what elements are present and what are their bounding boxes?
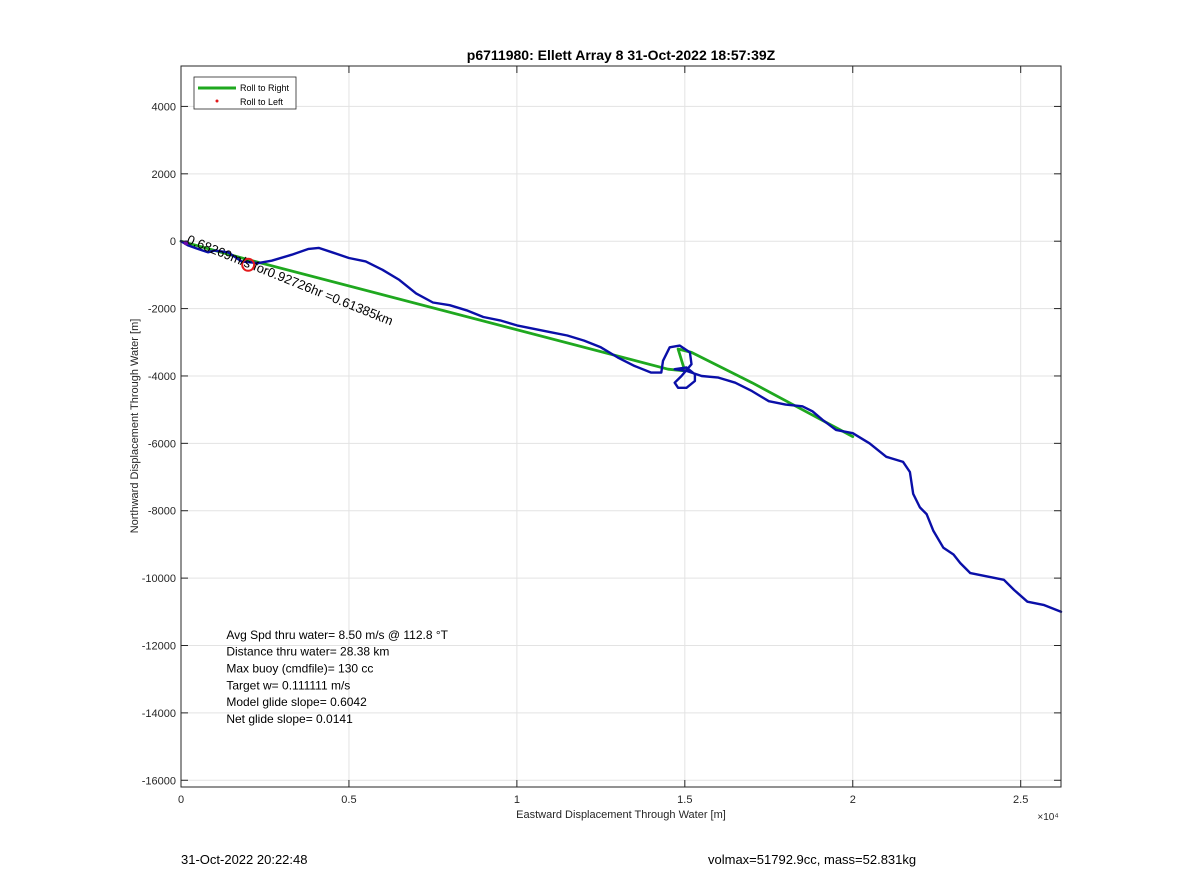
chart-title: p6711980: Ellett Array 8 31-Oct-2022 18:… xyxy=(467,47,776,63)
plot-frame xyxy=(180,65,1062,788)
y-tick-label: -16000 xyxy=(142,775,176,787)
grid xyxy=(180,66,1061,787)
legend-label-roll-left: Roll to Left xyxy=(240,97,284,107)
legend-label-roll-right: Roll to Right xyxy=(240,83,290,93)
series-line-track xyxy=(179,240,1063,613)
annotation-text-2: Distance thru water= 28.38 km xyxy=(226,645,389,659)
annotation-text-4: Target w= 0.111111 m/s xyxy=(226,678,350,692)
series-line-roll-to-right xyxy=(179,239,855,438)
y-tick-label: 2000 xyxy=(152,169,176,181)
y-tick-label: -2000 xyxy=(148,304,176,316)
y-tick-label: 0 xyxy=(170,236,176,248)
x-tick-label: 1 xyxy=(514,794,520,806)
y-axis-label: Northward Displacement Through Water [m] xyxy=(129,319,141,534)
annotation-text-0: 0.68269m/s for0.92726hr =0.61385km xyxy=(185,232,395,329)
annotation-text-3: Max buoy (cmdfile)= 130 cc xyxy=(226,661,373,675)
legend: Roll to Right Roll to Left xyxy=(193,76,297,110)
axis-ticks: 0 0.5 1 1.5 2 2.5 4000 2000 0 -2000 -4000 -6000 -800… xyxy=(142,66,1061,806)
y-tick-label: -6000 xyxy=(148,438,176,450)
annotations: 0.68269m/s for0.92726hr =0.61385km Avg Sp… xyxy=(185,232,449,726)
annotation-text-5: Model glide slope= 0.6042 xyxy=(226,695,367,709)
annotation-text-6: Net glide slope= 0.0141 xyxy=(226,712,353,726)
y-tick-label: -12000 xyxy=(142,640,176,652)
x-exponent-label: ×10⁴ xyxy=(1037,812,1058,823)
x-tick-label: 2.5 xyxy=(1013,794,1028,806)
x-tick-label: 0.5 xyxy=(341,794,356,806)
legend-swatch-roll-left xyxy=(215,99,219,103)
series-layer xyxy=(179,239,1063,613)
x-tick-label: 1.5 xyxy=(677,794,692,806)
y-tick-label: -4000 xyxy=(148,371,176,383)
y-tick-label: 4000 xyxy=(152,101,176,113)
x-axis-label: Eastward Displacement Through Water [m] xyxy=(516,809,726,821)
legend-box xyxy=(193,76,297,110)
y-tick-label: -10000 xyxy=(142,573,176,585)
x-tick-label: 2 xyxy=(850,794,856,806)
footer-vehicle-info: volmax=51792.9cc, mass=52.831kg xyxy=(708,852,917,867)
y-tick-label: -8000 xyxy=(148,506,176,518)
position-circle-marker xyxy=(241,257,256,272)
x-tick-label: 0 xyxy=(178,794,184,806)
y-tick-label: -14000 xyxy=(142,708,176,720)
annotation-text-1: Avg Spd thru water= 8.50 m/s @ 112.8 °T xyxy=(226,628,448,642)
footer-timestamp: 31-Oct-2022 20:22:48 xyxy=(181,852,308,867)
